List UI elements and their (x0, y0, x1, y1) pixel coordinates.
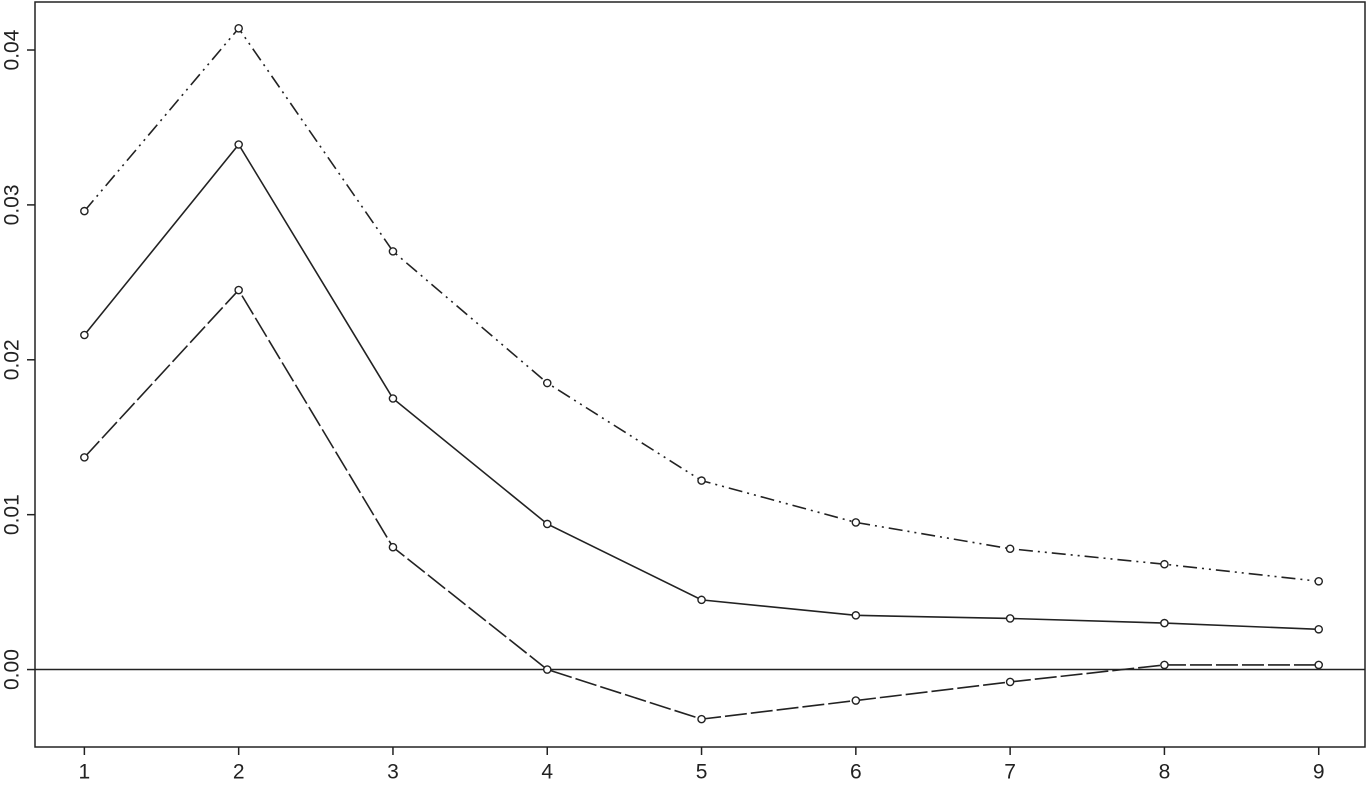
point-marker (542, 378, 552, 388)
x-tick-label: 2 (233, 761, 245, 784)
x-tick-label: 4 (541, 761, 553, 784)
x-tick-label: 9 (1313, 761, 1325, 784)
point-marker (851, 611, 861, 620)
point-marker (851, 518, 861, 527)
point-marker (697, 476, 706, 485)
point-marker (1314, 624, 1324, 634)
y-tick-label: 0.04 (1, 29, 24, 70)
point-marker (80, 453, 89, 462)
y-tick-label: 0.01 (1, 494, 24, 535)
point-marker (1005, 544, 1015, 554)
x-tick-label: 3 (387, 761, 399, 784)
point-marker (388, 247, 398, 256)
point-marker (1160, 660, 1169, 670)
point-marker (234, 24, 243, 33)
point-marker (1160, 618, 1169, 628)
x-tick-label: 6 (850, 761, 862, 784)
point-marker (851, 696, 861, 705)
point-marker (234, 140, 243, 149)
point-marker (80, 206, 89, 216)
point-marker (1005, 614, 1015, 623)
y-tick-label: 0.00 (1, 649, 24, 690)
x-tick-label: 7 (1004, 761, 1016, 784)
series-line (83, 288, 1319, 720)
series-line (83, 27, 1319, 583)
x-tick-label: 5 (696, 761, 708, 784)
point-marker (1314, 660, 1324, 670)
x-tick-label: 8 (1159, 761, 1171, 784)
point-marker (1005, 677, 1015, 687)
x-tick-label: 1 (79, 761, 91, 784)
point-marker (542, 665, 552, 674)
plot-frame (34, 1, 1366, 748)
point-marker (388, 394, 398, 403)
point-marker (542, 519, 552, 529)
point-marker (388, 542, 398, 552)
point-marker (697, 595, 706, 605)
point-marker (1160, 559, 1169, 569)
point-marker (80, 330, 89, 340)
y-tick-label: 0.03 (1, 184, 24, 225)
point-marker (234, 285, 243, 295)
point-marker (697, 714, 706, 724)
series-line (83, 143, 1319, 631)
y-tick-label: 0.02 (1, 339, 24, 380)
point-marker (1314, 576, 1324, 586)
